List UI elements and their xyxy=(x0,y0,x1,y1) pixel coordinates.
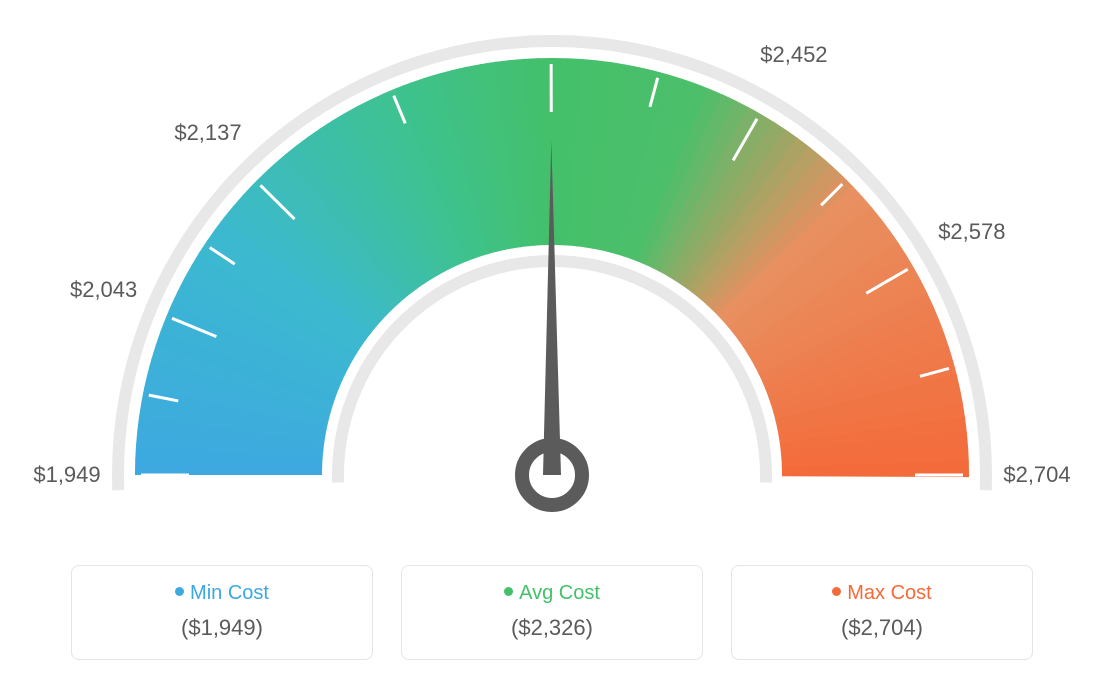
gauge-chart: $1,949 $2,043 $2,137 $2,326 $2,452 $2,578 $2,7… xyxy=(0,0,1104,560)
cost-gauge-container: $1,949 $2,043 $2,137 $2,326 $2,452 $2,578 $2,7… xyxy=(0,0,1104,690)
gauge-tick-label: $2,704 xyxy=(1003,462,1070,488)
min-cost-title: Min Cost xyxy=(72,582,372,605)
gauge-tick-label: $1,949 xyxy=(33,462,100,488)
min-cost-value: ($1,949) xyxy=(72,615,372,641)
max-label: Max Cost xyxy=(847,582,931,604)
avg-cost-value: ($2,326) xyxy=(402,615,702,641)
gauge-tick-label: $2,043 xyxy=(70,277,137,303)
avg-cost-title: Avg Cost xyxy=(402,582,702,605)
max-cost-title: Max Cost xyxy=(732,582,1032,605)
min-cost-card: Min Cost ($1,949) xyxy=(71,565,373,660)
max-cost-value: ($2,704) xyxy=(732,615,1032,641)
max-cost-card: Max Cost ($2,704) xyxy=(731,565,1033,660)
avg-cost-card: Avg Cost ($2,326) xyxy=(401,565,703,660)
max-dot xyxy=(832,587,841,596)
gauge-tick-label: $2,326 xyxy=(517,0,584,3)
gauge-svg xyxy=(0,0,1104,560)
avg-dot xyxy=(504,587,513,596)
legend: Min Cost ($1,949) Avg Cost ($2,326) Max … xyxy=(71,565,1033,660)
min-dot xyxy=(175,587,184,596)
gauge-tick-label: $2,137 xyxy=(174,120,241,146)
gauge-tick-label: $2,578 xyxy=(938,219,1005,245)
gauge-tick-label: $2,452 xyxy=(760,42,827,68)
avg-label: Avg Cost xyxy=(519,582,600,604)
min-label: Min Cost xyxy=(190,582,269,604)
